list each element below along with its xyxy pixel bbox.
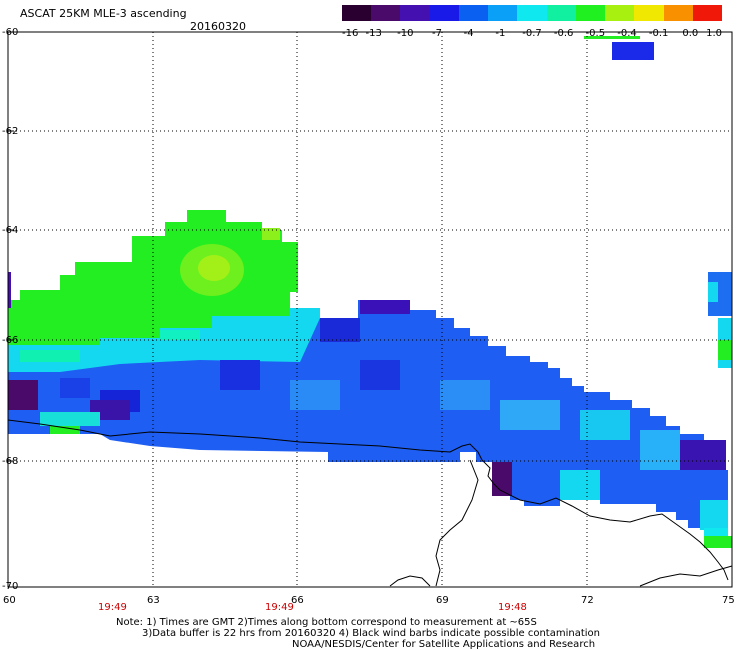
coastline [7, 419, 733, 587]
lon-label-69: 69 [436, 595, 449, 606]
colorbar-segment [429, 5, 460, 21]
graticule [8, 32, 732, 587]
lat-label-70: -70 [2, 581, 19, 592]
lat-label-68: -68 [2, 456, 19, 467]
colorbar-segment [488, 5, 518, 21]
colorbar-segment [634, 5, 665, 21]
time-label-2: 19:49 [265, 602, 294, 613]
note-line-1: Note: 1) Times are GMT 2)Times along bot… [116, 617, 537, 628]
map-title: ASCAT 25KM MLE-3 ascending [20, 7, 187, 20]
colorbar-segment [517, 5, 548, 21]
colorbar-tick-label: -13 [365, 28, 382, 39]
colorbar-tick-label: -16 [342, 28, 359, 39]
lon-label-63: 63 [147, 595, 160, 606]
lon-label-75: 75 [722, 595, 735, 606]
data-swath [8, 36, 732, 548]
note-line-2: 3)Data buffer is 22 hrs from 20160320 4)… [142, 628, 600, 639]
colorbar-tick-label: -4 [463, 28, 474, 39]
colorbar-segment [605, 5, 635, 21]
colorbar-segment [663, 5, 694, 21]
map-date: 20160320 [190, 20, 246, 33]
note-line-3: NOAA/NESDIS/Center for Satellite Applica… [292, 639, 596, 650]
colorbar-segment [400, 5, 431, 21]
colorbar-segment [458, 5, 489, 21]
colorbar-tick-label: 0.0 [682, 28, 699, 39]
colorbar-tick-label: -0.7 [522, 28, 542, 39]
swath-blue-field [8, 300, 728, 544]
lon-label-60: 60 [3, 595, 16, 606]
colorbar-tick-label: -0.6 [553, 28, 574, 39]
colorbar: -16 -13 -10 -7 -4 -1 -0.7 -0.6 -0.5 -0.4 -0.1 0.0 1.… [342, 0, 723, 40]
lat-label-64: -64 [2, 225, 19, 236]
colorbar-tick-label: -10 [397, 28, 414, 39]
plot-frame [7, 31, 733, 588]
lat-label-60: -60 [2, 27, 19, 38]
colorbar-tick-label: -7 [432, 28, 442, 39]
colorbar-segment [546, 5, 577, 21]
colorbar-segment [342, 5, 372, 21]
colorbar-segment [371, 5, 401, 21]
colorbar-segment [692, 5, 723, 21]
colorbar-tick-label: -0.5 [585, 28, 606, 39]
colorbar-segment [575, 5, 606, 21]
colorbar-tick-label: -0.4 [617, 28, 637, 39]
lat-label-66: -66 [2, 335, 19, 346]
time-label-3: 19:48 [498, 602, 527, 613]
time-label-1: 19:49 [98, 602, 127, 613]
lon-label-66: 66 [291, 595, 304, 606]
lat-label-62: -62 [2, 126, 19, 137]
colorbar-tick-label: -1 [495, 28, 506, 39]
colorbar-tick-label: 1.0 [706, 28, 722, 39]
lon-label-72: 72 [581, 595, 594, 606]
colorbar-tick-label: -0.1 [648, 28, 669, 39]
